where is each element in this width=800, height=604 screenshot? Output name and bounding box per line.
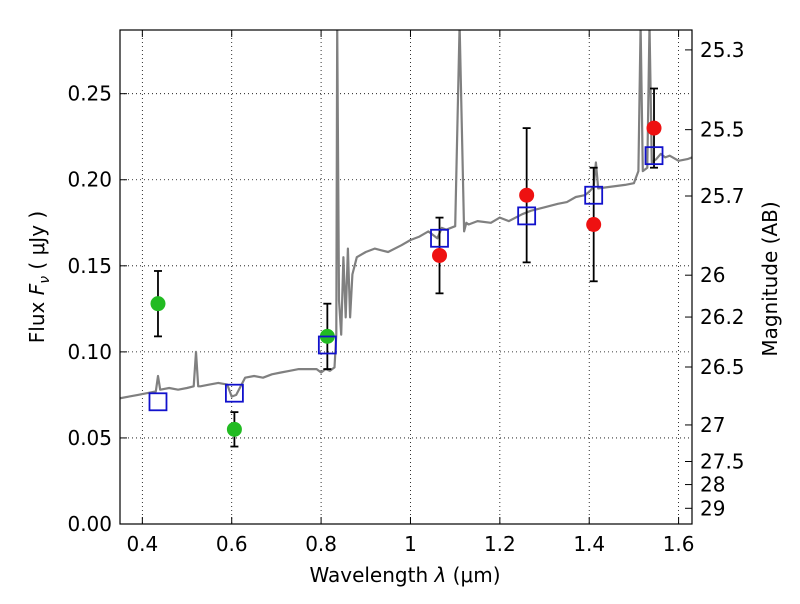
y2-tick-label: 25.7 (700, 184, 745, 208)
y2-tick-label: 25.3 (700, 38, 745, 62)
x-axis-label: Wavelength λ (μm) (309, 563, 500, 587)
model-photometry-point (644, 146, 664, 166)
x-tick-label: 1.6 (663, 532, 695, 556)
spectrum-layer (120, 30, 692, 400)
x-tick-label: 1 (404, 532, 417, 556)
x-tick-label: 0.6 (216, 532, 248, 556)
y2-tick-label: 27.5 (700, 450, 745, 474)
y2-axis-label: Magnitude (AB) (758, 201, 782, 356)
model-photometry-point (224, 383, 244, 403)
x-tick-label: 0.8 (305, 532, 337, 556)
y2-tick-label: 29 (700, 496, 725, 520)
y-tick-label: 0.20 (67, 168, 112, 192)
x-tick-label: 1.4 (573, 532, 605, 556)
observed-optical-point (226, 421, 242, 437)
points-layer (148, 87, 664, 448)
y2-tick-label: 27 (700, 413, 725, 437)
y2-tick-label: 25.5 (700, 118, 745, 142)
observed-optical-point (150, 296, 166, 312)
model-photometry-point (517, 206, 537, 226)
model-photometry-point (317, 335, 337, 355)
model-photometry-point (430, 228, 449, 248)
y2-tick-label: 26.5 (700, 355, 745, 379)
observed-nir-point (519, 187, 535, 203)
plot-frame (119, 29, 693, 525)
y2-tick-label: 26.2 (700, 305, 745, 329)
y-tick-label: 0.15 (67, 254, 112, 278)
model-photometry-point (584, 185, 604, 205)
observed-nir-point (586, 217, 602, 233)
y-tick-label: 0.00 (67, 512, 112, 536)
x-tick-label: 0.4 (126, 532, 158, 556)
y-tick-label: 0.25 (67, 82, 112, 106)
model-spectrum-line (120, 30, 692, 400)
y-tick-label: 0.10 (67, 340, 112, 364)
grid-lines (120, 30, 692, 525)
y2-tick-label: 26 (700, 263, 725, 287)
model-photometry-point (148, 392, 168, 412)
observed-nir-point (432, 247, 448, 263)
x-tick-label: 1.2 (484, 532, 516, 556)
ticks-layer: 0.4 0.6 0.8 1 1.2 1.4 1.6 0.00 0.05 0.10 0.15 0.20 0… (67, 30, 745, 556)
y2-tick-label: 28 (700, 473, 725, 497)
observed-nir-point (646, 120, 662, 136)
y-tick-label: 0.05 (67, 426, 112, 450)
y-axis-label: Flux Fν ( μJy ) (25, 211, 53, 343)
